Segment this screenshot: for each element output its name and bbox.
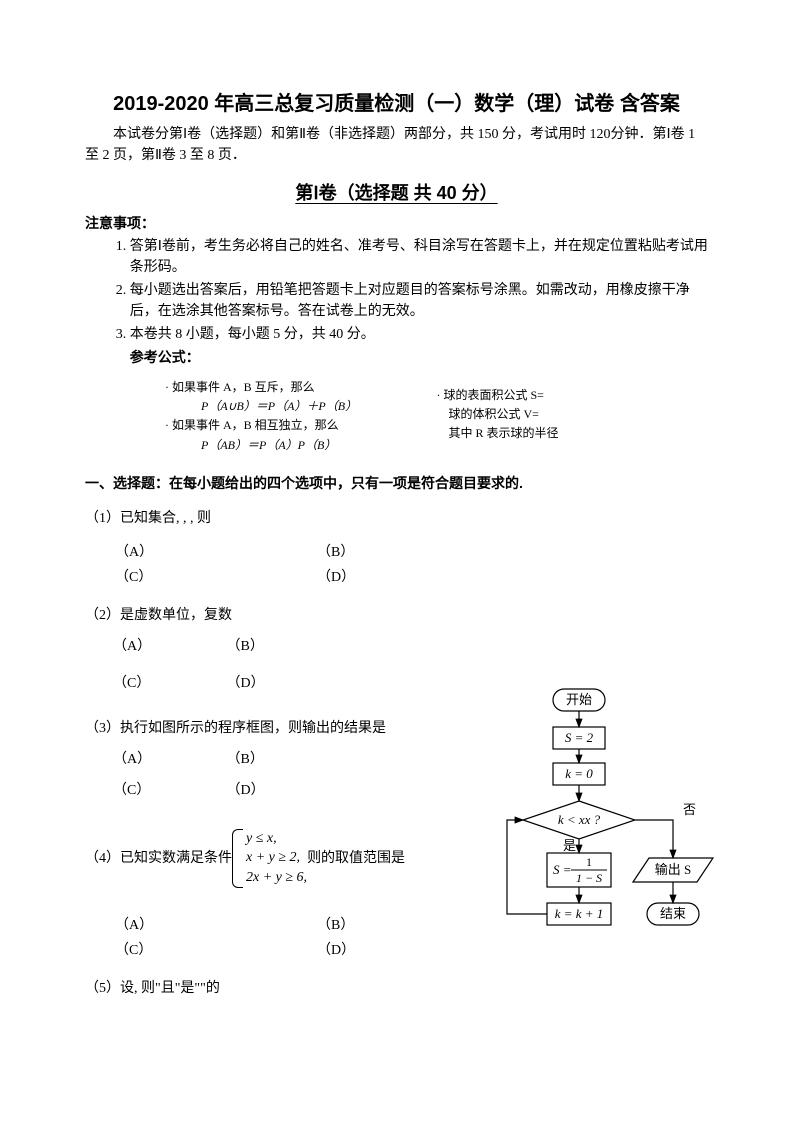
option-c: （C） bbox=[115, 939, 315, 962]
svg-text:k = 0: k = 0 bbox=[565, 766, 593, 781]
formula-line: P（A∪B）＝P（A）＋P（B） bbox=[165, 397, 437, 416]
svg-text:S =: S = bbox=[553, 862, 572, 877]
option-d: （D） bbox=[317, 566, 517, 589]
option-b: （B） bbox=[317, 541, 517, 564]
svg-text:输出 S: 输出 S bbox=[655, 862, 691, 877]
question-1: （1）已知集合, , , 则 bbox=[85, 508, 708, 529]
formula-line: 其中 R 表示球的半径 bbox=[437, 424, 709, 443]
option-a: （A） bbox=[113, 749, 223, 770]
question-4-options: （A） （B） （C） （D） bbox=[113, 912, 519, 964]
svg-text:k < xx ?: k < xx ? bbox=[558, 812, 601, 827]
option-c: （C） bbox=[113, 780, 223, 801]
mc-section-heading: 一、选择题：在每小题给出的四个选项中，只有一项是符合题目要求的. bbox=[85, 473, 708, 494]
option-a: （A） bbox=[115, 541, 315, 564]
notice-item: 本卷共 8 小题，每小题 5 分，共 40 分。 bbox=[130, 324, 708, 345]
option-c: （C） bbox=[115, 566, 315, 589]
exam-intro: 本试卷分第Ⅰ卷（选择题）和第Ⅱ卷（非选择题）两部分，共 150 分，考试用时 1… bbox=[85, 124, 708, 166]
system-row: 2x + y ≥ 6, bbox=[246, 868, 307, 888]
system-row: x + y ≥ 2, bbox=[246, 848, 307, 868]
question-4-post: 则的取值范围是 bbox=[307, 848, 405, 869]
option-c: （C） bbox=[113, 673, 223, 694]
option-a: （A） bbox=[115, 914, 315, 937]
svg-text:S = 2: S = 2 bbox=[565, 730, 594, 745]
svg-text:k = k + 1: k = k + 1 bbox=[555, 906, 604, 921]
option-d: （D） bbox=[227, 673, 337, 694]
svg-text:开始: 开始 bbox=[566, 692, 592, 707]
option-a: （A） bbox=[113, 636, 223, 657]
notice-item: 每小题选出答案后，用铅笔把答题卡上对应题目的答案标号涂黑。如需改动，用橡皮擦干净… bbox=[130, 280, 708, 322]
system-brace: y ≤ x, x + y ≥ 2, 2x + y ≥ 6, bbox=[232, 829, 307, 888]
formula-ref-heading: 参考公式： bbox=[130, 347, 708, 368]
formula-line: 球的体积公式 V= bbox=[437, 405, 709, 424]
svg-text:1 − S: 1 − S bbox=[576, 871, 602, 885]
question-2-options: （A） （B） bbox=[113, 636, 708, 657]
question-1-options: （A） （B） （C） （D） bbox=[113, 539, 519, 591]
question-4-pre: （4）已知实数满足条件 bbox=[85, 848, 232, 869]
flowchart-diagram: 开始 S = 2 k = 0 k < xx ? S = 1 1 − S k = k + 1 输出… bbox=[473, 680, 723, 950]
exam-title: 2019-2020 年高三总复习质量检测（一）数学（理）试卷 含答案 bbox=[85, 90, 708, 118]
notice-list: 答第Ⅰ卷前，考生务必将自己的姓名、准考号、科目涂写在答题卡上，并在规定位置粘贴考… bbox=[85, 236, 708, 345]
svg-text:结束: 结束 bbox=[660, 906, 686, 921]
svg-text:1: 1 bbox=[586, 855, 592, 869]
question-2: （2）是虚数单位，复数 bbox=[85, 605, 708, 626]
formula-left: · 如果事件 A，B 互斥，那么 P（A∪B）＝P（A）＋P（B） · 如果事件… bbox=[165, 378, 437, 455]
notice-heading: 注意事项： bbox=[85, 213, 708, 234]
formula-line: · 如果事件 A，B 互斥，那么 bbox=[165, 378, 437, 397]
section1-title: 第Ⅰ卷（选择题 共 40 分） bbox=[85, 180, 708, 207]
option-d: （D） bbox=[227, 780, 337, 801]
formula-line: · 球的表面积公式 S= bbox=[437, 386, 709, 405]
notice-item: 答第Ⅰ卷前，考生务必将自己的姓名、准考号、科目涂写在答题卡上，并在规定位置粘贴考… bbox=[130, 236, 708, 278]
svg-text:是: 是 bbox=[563, 838, 576, 853]
formula-box: · 如果事件 A，B 互斥，那么 P（A∪B）＝P（A）＋P（B） · 如果事件… bbox=[165, 378, 708, 455]
svg-text:否: 否 bbox=[683, 802, 696, 817]
formula-right: · 球的表面积公式 S= 球的体积公式 V= 其中 R 表示球的半径 bbox=[437, 378, 709, 455]
formula-line: · 如果事件 A，B 相互独立，那么 bbox=[165, 416, 437, 435]
formula-line: P（AB）＝P（A）P（B） bbox=[165, 436, 437, 455]
question-5: （5）设, 则"且"是""的 bbox=[85, 978, 708, 999]
option-b: （B） bbox=[227, 749, 337, 770]
option-b: （B） bbox=[227, 636, 337, 657]
system-row: y ≤ x, bbox=[246, 829, 307, 849]
